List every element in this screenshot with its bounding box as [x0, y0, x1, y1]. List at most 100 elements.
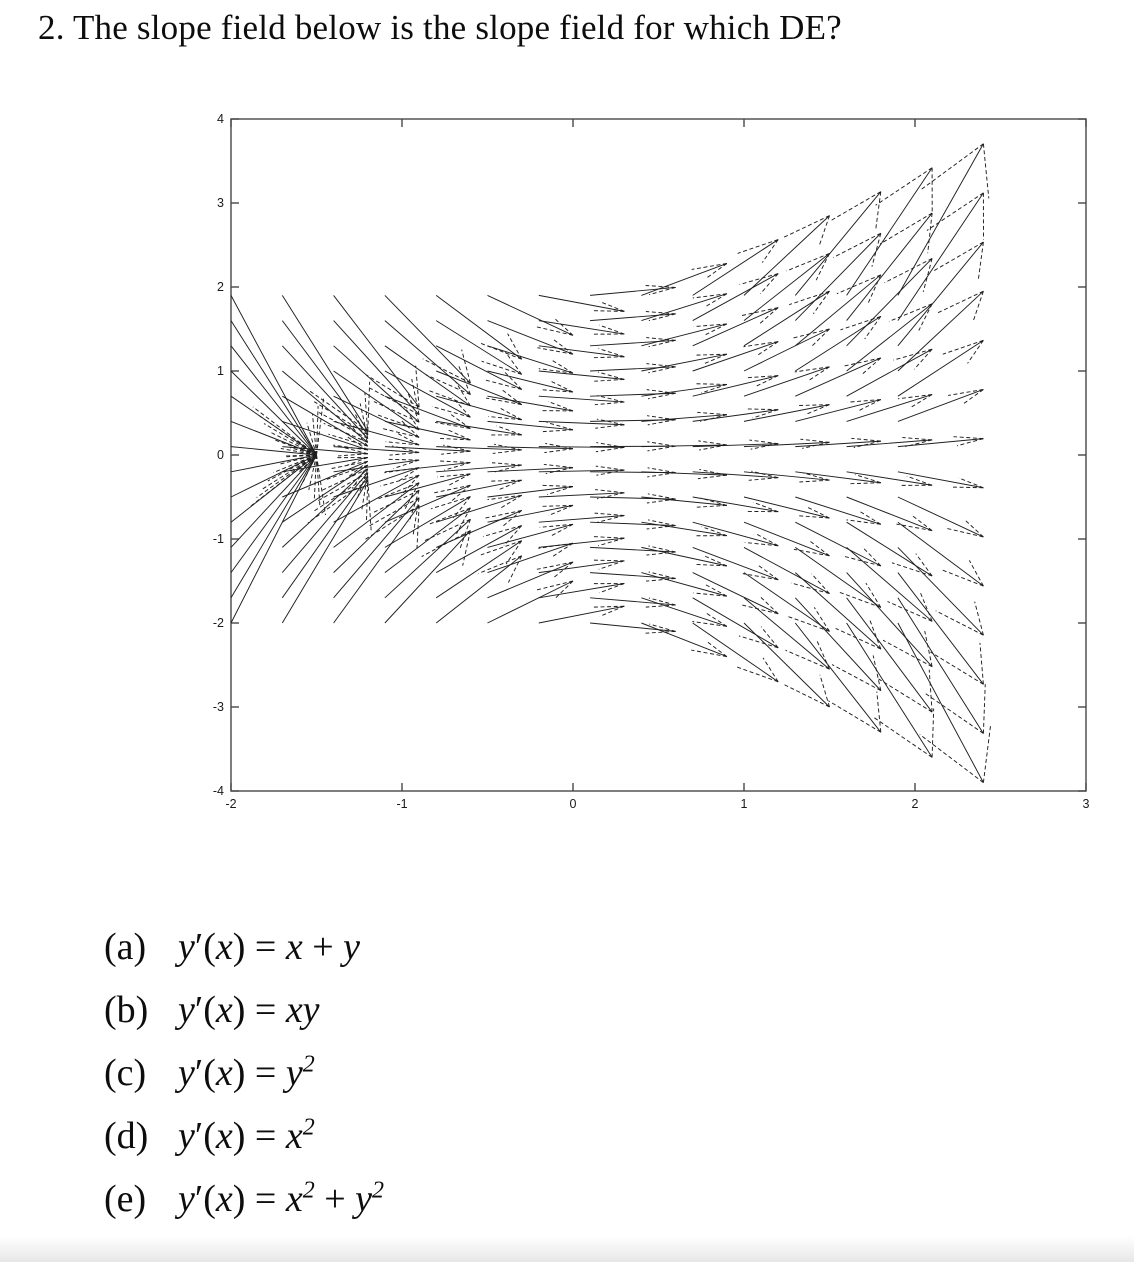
arrow-head-barb [839, 591, 881, 608]
arrow-head-barb [799, 479, 830, 483]
arrow-shaft [538, 320, 625, 335]
arrow-shaft [897, 496, 984, 538]
arrow-shaft [487, 486, 574, 498]
arrow-head-barb [488, 416, 522, 421]
option-e: (e) y′(x) = x2 + y2 [104, 1177, 384, 1223]
arrow-head-barb [742, 573, 779, 581]
arrow-head-barb [864, 316, 882, 340]
arrow-head-barb [782, 683, 830, 708]
arrow-head-barb [902, 437, 933, 441]
math-token: x [285, 1178, 303, 1220]
arrow-head-barb [341, 446, 368, 455]
arrow-head-barb [935, 610, 984, 636]
arrow-shaft [436, 510, 522, 548]
arrow-shaft [282, 395, 369, 447]
arrow-head-barb [808, 539, 830, 557]
math-token: + [314, 1178, 356, 1220]
option-formula-c: y′(x) = y2 [178, 1051, 315, 1095]
arrow-shaft [230, 295, 317, 456]
arrow-head-barb [786, 252, 830, 272]
arrow-head-barb [548, 504, 574, 516]
arrow-head-barb [835, 627, 881, 650]
arrow-head-barb [316, 406, 319, 456]
arrow-shaft [641, 414, 727, 422]
arrow-head-barb [422, 358, 471, 384]
math-token: ′( [194, 1052, 216, 1094]
x-tick-label: 3 [1083, 797, 1090, 811]
arrow-head-barb [924, 630, 933, 667]
math-token: y [178, 926, 195, 968]
arrow-head-barb [865, 582, 882, 608]
arrow-shaft [538, 370, 625, 380]
arrow-head-barb [395, 432, 420, 446]
math-token: x [215, 1052, 233, 1094]
arrow-head-barb [542, 484, 574, 487]
arrow-shaft [538, 446, 625, 448]
arrow-head-barb [701, 383, 728, 394]
arrow-head-barb [698, 444, 727, 451]
arrow-shaft [282, 457, 368, 473]
arrow-head-barb [972, 291, 984, 323]
arrow-head-barb [492, 449, 522, 454]
arrow-head-barb [918, 303, 933, 331]
arrow-head-barb [376, 482, 420, 500]
arrow-shaft [795, 399, 881, 422]
arrow-head-barb [927, 213, 933, 254]
arrow-shaft [795, 357, 881, 397]
arrow-shaft [692, 409, 779, 422]
arrow-shaft [538, 583, 625, 599]
arrow-head-barb [702, 554, 728, 567]
arrow-head-barb [807, 366, 830, 382]
arrow-shaft [846, 348, 933, 397]
arrow-shaft [590, 339, 676, 347]
arrow-shaft [230, 320, 317, 456]
arrow-head-barb [696, 383, 727, 385]
arrow-head-barb [967, 340, 984, 364]
math-token: ′( [194, 1115, 216, 1157]
arrow-head-barb [404, 482, 420, 509]
arrow-shaft [333, 446, 420, 453]
arrow-head-barb [434, 421, 471, 430]
arrow-head-barb [314, 401, 369, 436]
arrow-head-barb [397, 467, 420, 483]
arrow-head-barb [450, 484, 471, 503]
arrow-shaft [282, 460, 368, 498]
arrow-head-barb [307, 479, 369, 524]
arrow-head-barb [647, 472, 676, 478]
arrow-shaft [230, 345, 317, 456]
arrow-head-barb [318, 412, 369, 440]
arrow-shaft [436, 370, 522, 406]
arrow-shaft [436, 395, 522, 421]
arrow-head-barb [489, 479, 522, 482]
arrow-shaft [743, 546, 830, 595]
arrow-head-barb [813, 290, 830, 315]
arrow-shaft [897, 290, 984, 372]
arrow-head-barb [365, 374, 420, 408]
arrow-head-barb [328, 433, 368, 447]
arrow-head-barb [368, 497, 420, 527]
arrow-head-barb [481, 360, 522, 375]
arrow-head-barb [847, 399, 881, 403]
arrow-head-barb [594, 401, 625, 406]
arrow-head-barb [326, 464, 368, 480]
arrow-head-barb [854, 474, 881, 484]
slope-field-figure: -2 -1 0 1 2 3 4 3 2 1 0 -1 -2 -3 -4 [0, 90, 1134, 830]
arrow-shaft [333, 420, 420, 446]
arrow-head-barb [692, 621, 727, 627]
arrow-shaft [897, 547, 984, 636]
arrow-head-barb [535, 326, 574, 336]
arrow-shaft [846, 167, 933, 296]
axes [230, 118, 1087, 792]
arrow-head-barb [261, 454, 317, 490]
arrow-head-barb [921, 143, 984, 190]
arrow-head-barb [748, 477, 779, 481]
arrow-head-barb [480, 540, 522, 556]
option-d: (d) y′(x) = x2 [104, 1114, 384, 1160]
option-formula-d: y′(x) = x2 [178, 1114, 315, 1158]
arrow-shaft [590, 286, 676, 296]
arrow-shaft [281, 320, 369, 436]
arrow-shaft [230, 395, 317, 456]
arrow-head-barb [922, 258, 933, 292]
arrow-head-barb [897, 394, 933, 400]
arrow-head-barb [703, 323, 728, 337]
